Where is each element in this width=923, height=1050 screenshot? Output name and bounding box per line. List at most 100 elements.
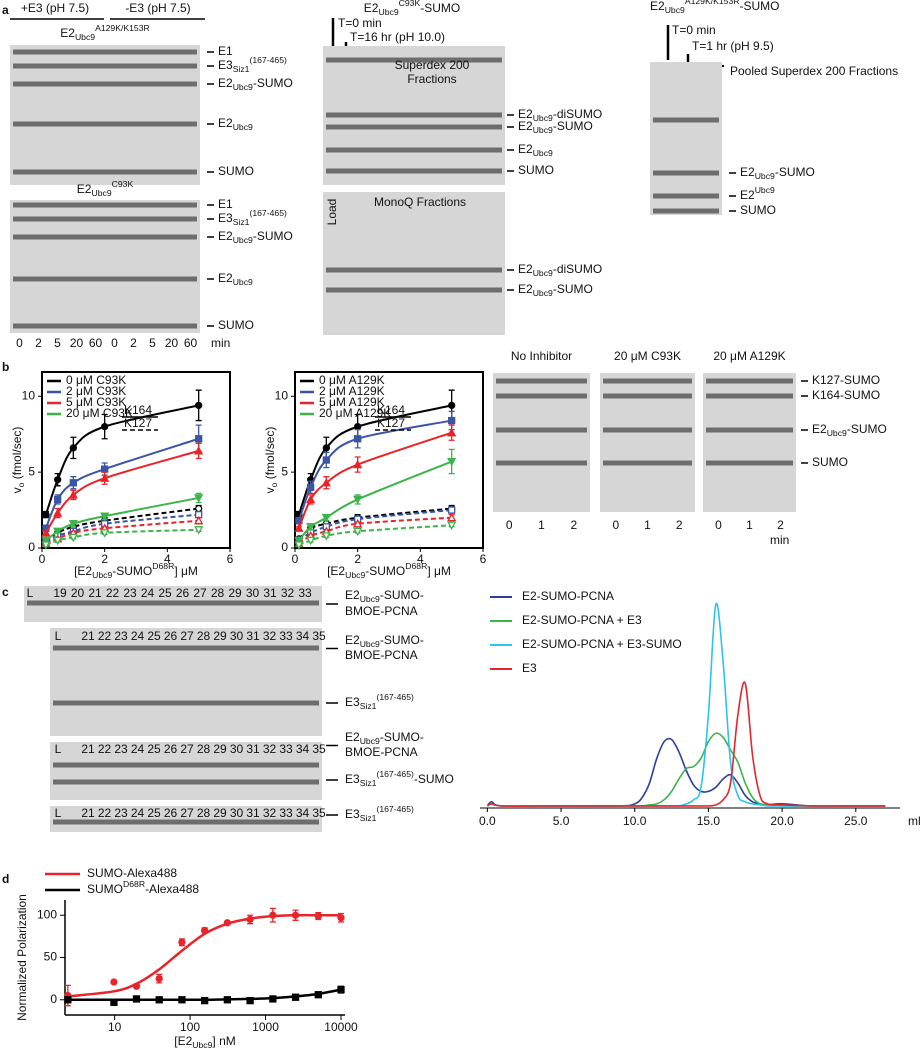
gel-band xyxy=(326,147,502,153)
data-point xyxy=(101,465,109,473)
plot-frame xyxy=(41,371,231,549)
text-part: (fmol/sec) xyxy=(263,427,277,483)
text-part: E2 xyxy=(218,76,233,90)
lane-label: 31 xyxy=(246,629,260,643)
lane-label: L xyxy=(55,629,62,643)
data-point xyxy=(194,526,204,535)
lane-label: 33 xyxy=(298,586,312,600)
text-part: -SUMO- xyxy=(380,633,424,647)
legend-label: SUMOD68R-Alexa488 xyxy=(87,879,199,896)
lane-label: 31 xyxy=(246,806,260,820)
lane-label: 22 xyxy=(98,806,112,820)
text-part: -SUMO xyxy=(365,564,405,578)
data-point xyxy=(178,938,186,946)
lane-label: 5 xyxy=(54,336,61,350)
lane-label: 1 xyxy=(746,518,753,532)
data-point xyxy=(54,495,62,504)
x-tick-label: 15.0 xyxy=(697,814,721,828)
lane-label: 32 xyxy=(281,586,295,600)
data-point xyxy=(100,529,110,538)
band-label: BMOE-PCNA xyxy=(345,604,418,618)
gel-band xyxy=(326,267,502,273)
lane-label: 27 xyxy=(180,629,194,643)
lane-label: 34 xyxy=(296,742,310,756)
gel-band xyxy=(13,234,197,240)
x-axis-label: [E2Ubc9-SUMOD68R] μM xyxy=(327,561,451,580)
text-part: Ubc9 xyxy=(533,125,553,135)
lane-label: 20 xyxy=(165,336,179,350)
lane-label: 35 xyxy=(312,629,326,643)
text-part: -Alexa488 xyxy=(145,882,199,896)
lane-label: 31 xyxy=(263,586,277,600)
lane-label: 31 xyxy=(246,742,260,756)
x-tick-label: 25.0 xyxy=(844,814,868,828)
y-tick-label: 0 xyxy=(50,992,57,1006)
text-part: Ubc9 xyxy=(378,7,398,17)
gel-band xyxy=(326,112,502,118)
data-point xyxy=(195,435,203,443)
band-label: E2Ubc9-SUMO- xyxy=(345,633,424,649)
text-part: v xyxy=(263,487,277,493)
data-point xyxy=(314,912,322,920)
fit-line xyxy=(297,431,452,529)
x-tick-label: 20.0 xyxy=(770,814,794,828)
text-part: -diSUMO xyxy=(553,107,602,121)
text-part: Siz1 xyxy=(360,813,377,823)
text-part: SUMO xyxy=(218,318,254,332)
gel-band xyxy=(53,700,319,706)
band-label: E2Ubc9-SUMO xyxy=(218,229,293,245)
lane-label: 27 xyxy=(180,806,194,820)
text-part: E3 xyxy=(218,211,233,225)
plot-frame xyxy=(294,371,484,549)
text-part: (167-465) xyxy=(249,208,287,218)
y-axis-label: vo (fmol/sec) xyxy=(263,427,279,494)
lane-label: 33 xyxy=(279,742,293,756)
gel-title: E2Ubc9A129K/K153R xyxy=(60,23,150,42)
text-part: ] μM xyxy=(427,564,451,578)
text-part: E2 xyxy=(77,182,92,196)
lane-label: 23 xyxy=(114,629,128,643)
data-point xyxy=(448,416,456,425)
x-tick-label: 6 xyxy=(227,552,234,566)
gel-band xyxy=(653,208,719,214)
text-part: E2 xyxy=(218,271,233,285)
text-part: Ubc9 xyxy=(233,82,253,92)
text-part: Siz1 xyxy=(360,701,377,711)
text-part: E2 xyxy=(518,107,533,121)
lane-label: 20 xyxy=(70,336,84,350)
lane-label: 26 xyxy=(176,586,190,600)
text-part: Ubc9 xyxy=(533,113,553,123)
y-tick-label: 10 xyxy=(22,388,36,402)
band-label: SUMO xyxy=(218,164,254,178)
line-key-label: K164 xyxy=(377,403,405,417)
band-label: E3Siz1(167-465) xyxy=(218,208,287,227)
gel-title: E2Ubc9C93K-SUMO xyxy=(364,0,460,17)
legend-label: SUMO-Alexa488 xyxy=(87,866,177,880)
data-point xyxy=(132,995,141,1003)
lane-label: 32 xyxy=(263,742,277,756)
band-label: E2Ubc9-SUMO- xyxy=(345,588,424,604)
lane-label: 24 xyxy=(131,806,145,820)
trace xyxy=(486,602,886,807)
band-label: E2Ubc9-SUMO- xyxy=(345,730,424,746)
y-tick-label: 100 xyxy=(37,907,57,921)
lane-label: 0 xyxy=(16,336,23,350)
gel-image xyxy=(50,806,322,832)
lane-label: 32 xyxy=(263,806,277,820)
text-part: -SUMO xyxy=(775,165,815,179)
text-part: SUMO xyxy=(518,163,554,177)
lane-label: 26 xyxy=(164,629,178,643)
band-label: SUMO xyxy=(740,203,776,217)
panel-label: a xyxy=(2,3,9,17)
text-part: A129K/K153R xyxy=(95,23,150,33)
band-label: E3Siz1(167-465) xyxy=(345,692,414,711)
text-part: D68R xyxy=(152,561,174,571)
data-point xyxy=(64,996,72,1004)
text-part: E2 xyxy=(518,119,533,133)
text-part: E3 xyxy=(345,807,360,821)
gel-band xyxy=(13,216,197,222)
gel-band xyxy=(53,762,319,768)
lane-label: 27 xyxy=(180,742,194,756)
